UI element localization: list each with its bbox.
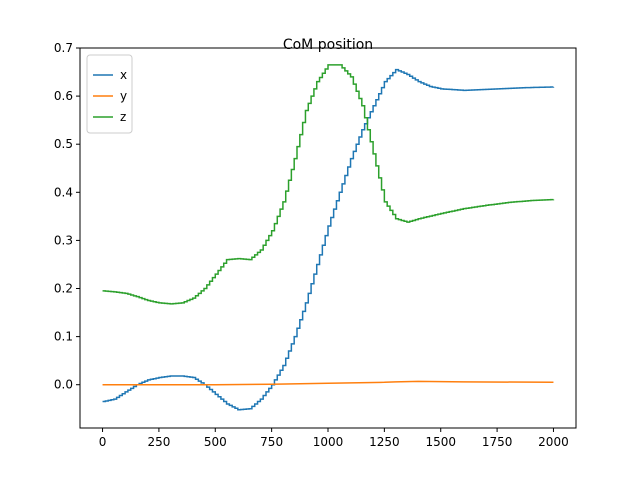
legend-label-z: z	[120, 110, 126, 124]
y-tick-label: 0.4	[54, 185, 73, 199]
x-tick-label: 250	[147, 435, 170, 449]
x-tick-label: 500	[204, 435, 227, 449]
y-tick-label: 0.6	[54, 89, 73, 103]
legend: xyz	[86, 54, 133, 134]
y-tick-label: 0.1	[54, 330, 73, 344]
y-tick-label: 0.3	[54, 233, 73, 247]
plot-frame	[79, 47, 577, 429]
series-layer	[102, 64, 555, 411]
series-line-z	[102, 64, 555, 305]
x-tick-label: 0	[99, 435, 107, 449]
x-tick-label: 1750	[482, 435, 513, 449]
x-tick-label: 750	[260, 435, 283, 449]
legend-label-x: x	[120, 68, 127, 82]
x-tick-label: 2000	[538, 435, 569, 449]
axes-layer: 0 250 500 750 1000 1250 1500 1750 2000 0.0 0.1 0.2 0…	[54, 41, 569, 449]
x-tick-label: 1250	[369, 435, 400, 449]
series-line-x	[102, 68, 555, 411]
x-tick-label: 1500	[425, 435, 456, 449]
y-tick-label: 0.5	[54, 137, 73, 151]
series-line-y	[102, 380, 554, 386]
y-tick-label: 0.0	[54, 378, 73, 392]
y-tick-label: 0.7	[54, 41, 73, 55]
legend-label-y: y	[120, 89, 127, 103]
x-tick-label: 1000	[313, 435, 344, 449]
y-tick-label: 0.2	[54, 282, 73, 296]
chart-title: CoM position	[283, 37, 373, 53]
